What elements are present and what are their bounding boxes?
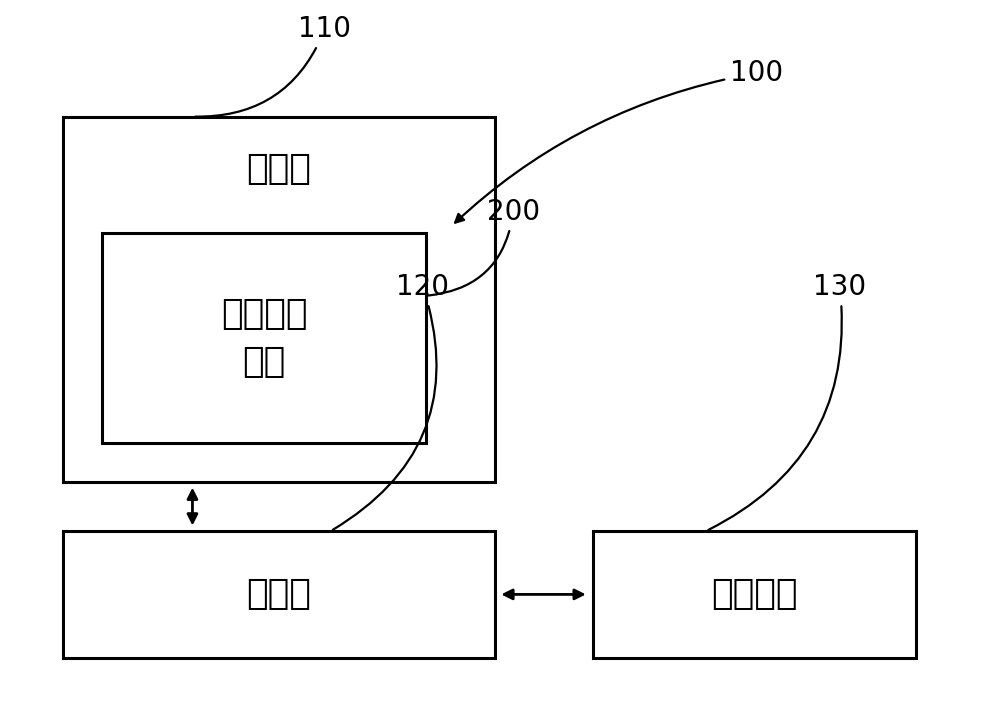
Text: 存储器: 存储器: [246, 152, 312, 186]
Text: 隙频单元: 隙频单元: [711, 577, 797, 611]
Text: 130: 130: [708, 273, 866, 530]
Bar: [592, 531, 916, 658]
Text: 120: 120: [333, 273, 449, 530]
Text: 200: 200: [428, 198, 540, 296]
Text: 100: 100: [455, 59, 783, 223]
Bar: [63, 117, 494, 482]
Bar: [102, 232, 426, 444]
Text: 110: 110: [195, 15, 351, 117]
Text: 定向发声
装置: 定向发声 装置: [221, 297, 308, 379]
Bar: [63, 531, 494, 658]
Text: 处理器: 处理器: [246, 577, 312, 611]
